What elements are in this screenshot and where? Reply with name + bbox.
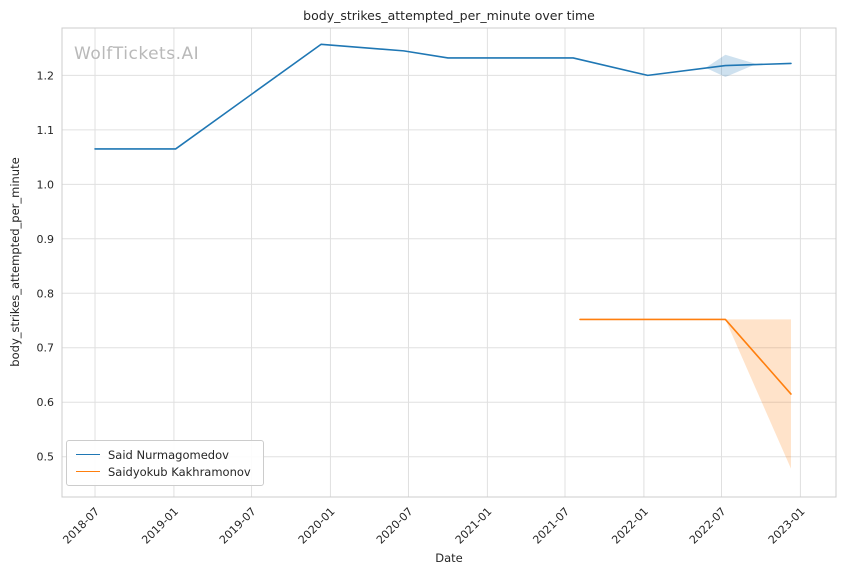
y-tick-label: 0.8: [37, 287, 55, 300]
x-tick-label: 2018-07: [60, 505, 102, 547]
x-tick-label: 2019-01: [139, 505, 181, 547]
chart-title: body_strikes_attempted_per_minute over t…: [303, 8, 595, 23]
axes-border: [61, 27, 837, 498]
x-tick-label: 2020-01: [296, 505, 338, 547]
series-line: [94, 43, 792, 150]
legend-line-swatch: [76, 454, 100, 455]
x-tick-label: 2022-07: [687, 505, 729, 547]
series-line: [579, 318, 792, 395]
legend-label: Saidyokub Kakhramonov: [108, 464, 251, 479]
legend-item: Saidyokub Kakhramonov: [76, 463, 254, 480]
y-tick-label: 1.2: [37, 69, 55, 82]
y-tick-label: 0.7: [37, 342, 55, 355]
x-tick-label: 2023-01: [766, 505, 808, 547]
x-tick-label: 2020-07: [374, 505, 416, 547]
confidence-band: [725, 319, 791, 469]
y-axis-label: body_strikes_attempted_per_minute: [8, 157, 22, 367]
x-tick-label: 2019-07: [217, 505, 259, 547]
y-tick-label: 0.6: [37, 396, 55, 409]
y-tick-label: 0.9: [37, 233, 55, 246]
x-axis-label: Date: [435, 551, 463, 565]
legend-line-swatch: [76, 471, 100, 472]
legend-label: Said Nurmagomedov: [108, 447, 229, 462]
legend-item: Said Nurmagomedov: [76, 446, 254, 463]
x-tick-label: 2021-07: [530, 505, 572, 547]
y-tick-label: 1.1: [37, 124, 55, 137]
y-tick-label: 0.5: [37, 451, 55, 464]
x-tick-label: 2022-01: [609, 505, 651, 547]
x-tick-label: 2021-01: [453, 505, 495, 547]
legend: Said Nurmagomedov Saidyokub Kakhramonov: [66, 440, 264, 486]
watermark: WolfTickets.AI: [74, 44, 200, 64]
y-tick-label: 1.0: [37, 178, 55, 191]
